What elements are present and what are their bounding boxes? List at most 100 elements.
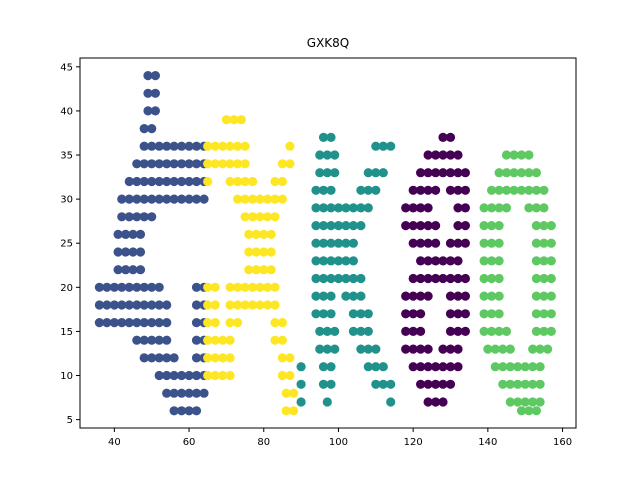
point-8-81	[408, 362, 418, 372]
point-8-44	[438, 256, 448, 266]
point-Q-79	[520, 362, 530, 372]
point-G-35	[184, 176, 194, 187]
point-8-23	[416, 203, 426, 213]
point-K-40	[348, 238, 358, 248]
point-X-51	[225, 282, 235, 292]
point-K-72	[315, 344, 325, 354]
point-G-34	[177, 176, 187, 187]
point-8-10	[438, 168, 448, 178]
point-G-132	[191, 406, 202, 416]
point-G-50	[117, 212, 127, 222]
point-Q-13	[509, 185, 519, 195]
point-Q-4	[494, 168, 504, 178]
point-X-37	[244, 229, 254, 239]
point-8-46	[453, 256, 463, 266]
point-K-31	[333, 221, 344, 231]
point-X-33	[248, 212, 258, 222]
point-8-67	[460, 309, 470, 319]
point-G-30	[147, 176, 157, 187]
point-X-58	[203, 300, 213, 310]
point-Q-73	[535, 344, 545, 354]
point-8-26	[460, 203, 470, 213]
point-K-46	[348, 256, 358, 266]
series-8	[401, 132, 470, 407]
point-K-21	[318, 203, 329, 213]
point-8-70	[416, 326, 426, 336]
point-K-20	[311, 203, 321, 213]
point-G-59	[113, 247, 123, 257]
point-Q-66	[539, 326, 549, 336]
point-8-18	[445, 185, 456, 195]
point-G-125	[177, 388, 187, 398]
point-Q-9	[531, 168, 542, 178]
point-Q-5	[501, 168, 512, 178]
point-X-25	[233, 194, 243, 204]
point-8-2	[423, 150, 433, 160]
point-G-78	[94, 300, 104, 310]
point-Q-90	[520, 397, 530, 407]
point-Q-36	[546, 238, 556, 248]
y-tick-label: 15	[60, 327, 73, 338]
y-axis: 5 10 15 20 25 30 35 40 45	[60, 62, 80, 426]
point-G-22	[169, 159, 179, 169]
point-K-64	[356, 309, 366, 319]
point-G-99	[162, 318, 172, 328]
point-Q-50	[487, 291, 497, 301]
y-tick-label: 10	[60, 371, 73, 382]
point-G-97	[147, 318, 157, 328]
point-K-33	[348, 221, 358, 231]
point-8-25	[453, 203, 463, 213]
point-K-22	[326, 203, 336, 213]
point-X-18	[203, 176, 213, 187]
point-X-52	[233, 282, 243, 292]
point-G-113	[169, 353, 179, 363]
point-X-36	[270, 212, 280, 222]
point-G-80	[109, 300, 119, 310]
point-G-94	[124, 318, 134, 328]
point-8-24	[423, 203, 433, 213]
point-K-79	[318, 362, 329, 372]
point-8-79	[445, 344, 456, 354]
point-Q-28	[531, 221, 542, 231]
point-K-27	[363, 203, 373, 213]
point-X-47	[259, 265, 269, 275]
point-X-89	[277, 370, 287, 381]
point-Q-10	[487, 185, 497, 195]
point-X-70	[233, 318, 243, 328]
point-Q-45	[494, 273, 504, 284]
point-K-55	[318, 291, 329, 301]
point-X-54	[248, 282, 258, 292]
point-8-93	[423, 397, 433, 407]
point-8-11	[445, 168, 456, 178]
point-K-29	[318, 221, 329, 231]
point-Q-87	[535, 379, 545, 389]
y-tick-label: 35	[60, 151, 73, 162]
point-8-41	[416, 256, 426, 266]
point-K-43	[326, 256, 336, 266]
point-Q-78	[513, 362, 523, 372]
point-G-68	[102, 282, 112, 292]
point-K-87	[371, 379, 381, 389]
point-X-85	[203, 370, 213, 381]
point-X-3	[203, 141, 213, 151]
x-tick-label: 140	[478, 437, 497, 448]
point-K-84	[296, 379, 306, 389]
point-X-42	[251, 247, 261, 257]
point-8-54	[460, 273, 470, 284]
point-Q-76	[498, 362, 508, 372]
point-Q-29	[539, 221, 549, 231]
y-tick-label: 30	[60, 195, 73, 206]
point-8-1	[445, 132, 456, 142]
point-X-1	[229, 115, 239, 125]
point-8-43	[431, 256, 441, 266]
point-X-31	[277, 194, 287, 204]
point-8-68	[401, 326, 411, 336]
point-8-52	[445, 273, 456, 284]
point-K-6	[378, 141, 388, 151]
point-K-39	[341, 238, 351, 248]
point-Q-0	[501, 150, 512, 160]
point-8-64	[416, 309, 426, 319]
point-8-63	[408, 309, 418, 319]
point-8-89	[423, 379, 433, 389]
point-G-112	[162, 353, 172, 363]
